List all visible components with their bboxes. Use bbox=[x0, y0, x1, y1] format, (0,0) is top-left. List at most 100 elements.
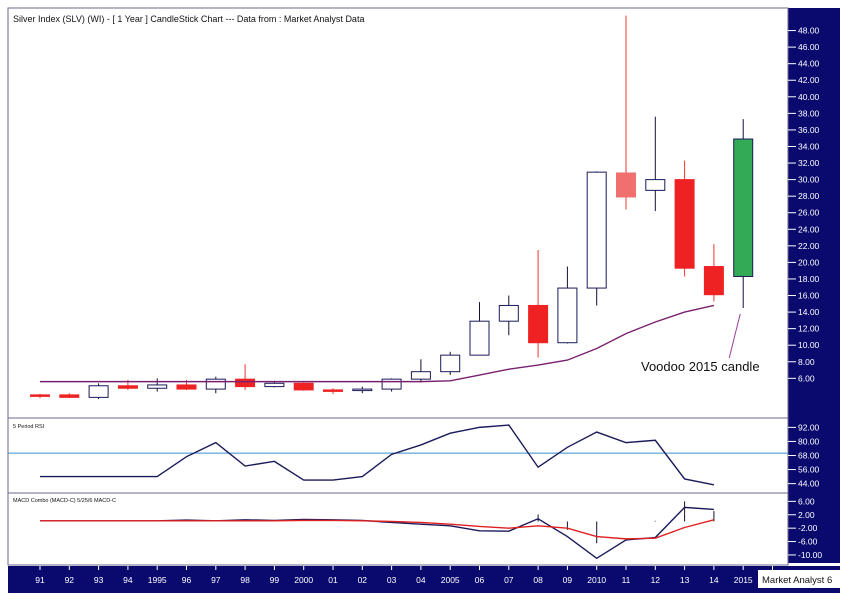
candle-body-06 bbox=[469, 320, 490, 356]
macd-tick-label: -6.00 bbox=[798, 537, 818, 547]
macd-panel-label: MACD Combo (MACD-C) 5/25/6 MACD-C bbox=[13, 498, 116, 504]
candle-body-02 bbox=[352, 388, 373, 392]
date-tick-label: 92 bbox=[65, 575, 75, 585]
date-tick-label: 14 bbox=[709, 575, 719, 585]
candle-body-01 bbox=[323, 389, 343, 392]
date-tick-label: 91 bbox=[35, 575, 45, 585]
date-tick-label: 93 bbox=[94, 575, 104, 585]
rsi-tick-labels: 44.00 56.00 68.00 80.00 92.00 bbox=[788, 422, 820, 489]
candle-body-12 bbox=[645, 179, 666, 191]
macd-tick-label: 6.00 bbox=[798, 496, 815, 506]
chart-title: Silver Index (SLV) (WI) - [ 1 Year ] Can… bbox=[13, 14, 364, 24]
candle-body-11 bbox=[616, 172, 636, 198]
price-tick-label: 20.00 bbox=[798, 257, 820, 267]
date-tick-labels: 91 92 93 94 1995 96 97 98 99 2000 01 02 03 04 2005 06 07… bbox=[35, 566, 777, 585]
macd-histogram bbox=[537, 501, 715, 544]
date-tick-label: 07 bbox=[504, 575, 514, 585]
price-tick-label: 28.00 bbox=[798, 191, 820, 201]
candle-body-91 bbox=[30, 394, 50, 397]
date-tick-label: 09 bbox=[563, 575, 573, 585]
date-tick-label: 11 bbox=[622, 575, 631, 585]
price-tick-label: 32.00 bbox=[798, 158, 820, 168]
price-axis-panel bbox=[788, 8, 840, 563]
candle-body-13 bbox=[674, 179, 695, 269]
date-tick-label: 03 bbox=[387, 575, 397, 585]
candle-body-04 bbox=[410, 371, 431, 380]
candle-body-94 bbox=[117, 385, 138, 389]
rsi-tick-label: 92.00 bbox=[798, 422, 820, 432]
price-tick-label: 30.00 bbox=[798, 175, 820, 185]
price-tick-label: 36.00 bbox=[798, 125, 820, 135]
date-tick-label: 1995 bbox=[148, 575, 167, 585]
candle-body-2010 bbox=[586, 171, 607, 289]
candle-body-09 bbox=[557, 287, 578, 344]
date-tick-label: 08 bbox=[533, 575, 543, 585]
price-tick-label: 44.00 bbox=[798, 59, 820, 69]
date-tick-label: 2000 bbox=[294, 575, 313, 585]
date-tick-label: 99 bbox=[270, 575, 280, 585]
macd-panel-frame bbox=[7, 492, 789, 566]
candle-body-98 bbox=[235, 378, 256, 388]
date-tick-label: 13 bbox=[680, 575, 690, 585]
candle-body-2005 bbox=[440, 354, 461, 373]
rsi-tick-label: 80.00 bbox=[798, 436, 820, 446]
price-tick-labels: 6.00 8.00 10.00 12.00 14.00 16.00 18.00 20.00 22… bbox=[798, 26, 820, 384]
date-tick-label: 2005 bbox=[441, 575, 460, 585]
price-tick-label: 48.00 bbox=[798, 26, 820, 36]
candle-body-2000 bbox=[293, 382, 314, 391]
date-tick-label: 96 bbox=[182, 575, 192, 585]
candle-body-1995 bbox=[147, 384, 168, 389]
annotation-pointer bbox=[728, 313, 741, 359]
date-axis-panel bbox=[8, 566, 840, 593]
date-tick-label: 06 bbox=[475, 575, 485, 585]
date-tick-label: 2015 bbox=[734, 575, 753, 585]
annotation-label: Voodoo 2015 candle bbox=[641, 359, 760, 374]
rsi-panel-label: 5 Period RSI bbox=[13, 424, 45, 430]
macd-tick-label: -2.00 bbox=[798, 523, 818, 533]
rsi-tick-label: 68.00 bbox=[798, 451, 820, 461]
candle-body-08 bbox=[528, 304, 549, 344]
date-tick-label: 98 bbox=[240, 575, 250, 585]
rsi-line bbox=[40, 424, 715, 486]
candle-body-2015 bbox=[733, 138, 754, 277]
candle-body-03 bbox=[381, 378, 402, 390]
date-tick-label: 97 bbox=[211, 575, 221, 585]
candle-body-92 bbox=[59, 394, 80, 398]
date-tick-label: 01 bbox=[328, 575, 338, 585]
date-tick-label: 94 bbox=[123, 575, 133, 585]
rsi-tick-label: 44.00 bbox=[798, 479, 820, 489]
date-tick-label: 2010 bbox=[587, 575, 606, 585]
price-tick-label: 6.00 bbox=[798, 373, 815, 383]
moving-average-line bbox=[40, 304, 715, 383]
price-tick-label: 42.00 bbox=[798, 75, 820, 85]
date-tick-label: 12 bbox=[651, 575, 661, 585]
macd-tick-labels: -10.00 -6.00 -2.00 2.00 6.00 bbox=[788, 496, 822, 560]
price-tick-label: 8.00 bbox=[798, 357, 815, 367]
price-tick-label: 34.00 bbox=[798, 141, 820, 151]
macd-tick-label: 2.00 bbox=[798, 510, 815, 520]
price-tick-label: 26.00 bbox=[798, 208, 820, 218]
price-tick-label: 18.00 bbox=[798, 274, 820, 284]
price-tick-label: 10.00 bbox=[798, 340, 820, 350]
price-tick-label: 38.00 bbox=[798, 108, 820, 118]
candle-body-93 bbox=[88, 385, 109, 398]
date-tick-label: 02 bbox=[358, 575, 368, 585]
price-tick-label: 24.00 bbox=[798, 224, 820, 234]
candle-body-99 bbox=[264, 382, 285, 388]
date-tick-label: 04 bbox=[416, 575, 426, 585]
price-tick-label: 40.00 bbox=[798, 92, 820, 102]
macd-tick-label: -10.00 bbox=[798, 550, 822, 560]
macd-signal-line bbox=[40, 519, 715, 540]
rsi-tick-label: 56.00 bbox=[798, 465, 820, 475]
price-tick-label: 14.00 bbox=[798, 307, 820, 317]
footer-label-box bbox=[758, 570, 840, 588]
price-tick-label: 46.00 bbox=[798, 42, 820, 52]
price-tick-label: 22.00 bbox=[798, 241, 820, 251]
candles bbox=[30, 15, 754, 400]
footer-label: Market Analyst 6 bbox=[762, 575, 832, 586]
price-gridlines bbox=[788, 30, 796, 379]
candle-body-14 bbox=[703, 266, 724, 296]
